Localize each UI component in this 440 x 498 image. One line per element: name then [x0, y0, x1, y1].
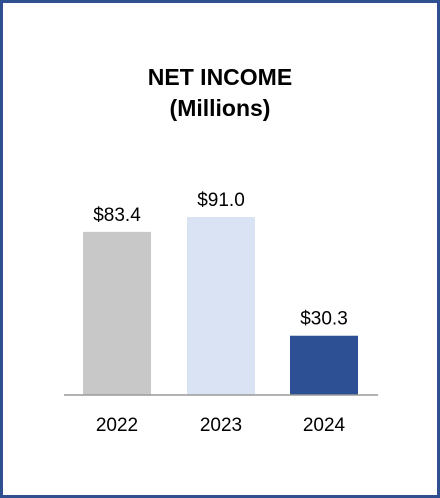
- bar-2023: [187, 217, 255, 395]
- x-tick-label-2023: 2023: [200, 415, 242, 436]
- data-label-2022: $83.4: [93, 205, 141, 226]
- bar-2024: [290, 335, 358, 395]
- chart-title: NET INCOME: [147, 64, 293, 90]
- chart-subtitle: (Millions): [169, 95, 271, 121]
- bar-2022: [83, 231, 151, 395]
- x-tick-label-2024: 2024: [303, 415, 346, 436]
- data-label-2024: $30.3: [300, 309, 348, 330]
- x-tick-label-2022: 2022: [96, 415, 138, 436]
- data-label-2023: $91.0: [197, 190, 245, 211]
